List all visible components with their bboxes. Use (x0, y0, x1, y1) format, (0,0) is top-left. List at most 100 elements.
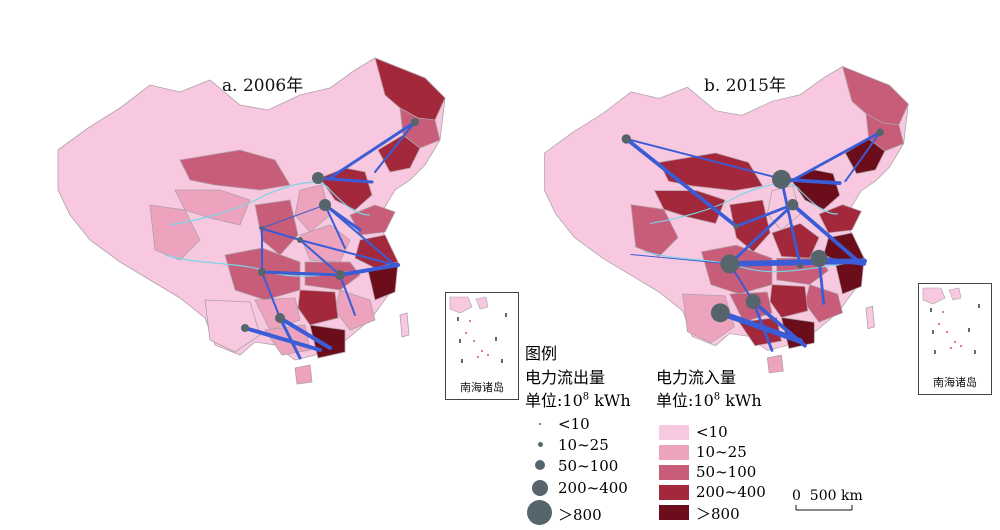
node (733, 223, 740, 230)
map-panel-2006: a. 2006年 (0, 0, 500, 400)
south-china-sea-inset-2006: 南海诸岛 (445, 292, 519, 400)
node (258, 268, 266, 276)
province-qinghai (149, 204, 201, 261)
scale-bar-line (795, 505, 853, 511)
inflow-swatch (659, 465, 689, 480)
inflow-class-label: <10 (696, 423, 728, 441)
flow-line (630, 254, 731, 265)
flow-line (278, 316, 332, 350)
province-inner-mongolia-west (179, 149, 291, 191)
outflow-symbol (539, 423, 541, 425)
flow-line (243, 326, 322, 352)
node (319, 199, 331, 211)
province-yunnan (204, 299, 261, 353)
inflow-swatch (659, 505, 689, 520)
province-shandong (349, 204, 396, 236)
province-shaanxi (254, 199, 299, 256)
outflow-symbol (532, 480, 548, 496)
flow-line (790, 202, 864, 266)
flow-line (789, 130, 882, 183)
flow-line (625, 137, 792, 183)
china-map-2015 (544, 65, 909, 374)
inflow-heading: 电力流入量 (656, 368, 737, 387)
node (720, 254, 740, 274)
province-hainan (766, 354, 784, 374)
scale-bar: 0 500 km (792, 488, 882, 512)
outflow-class-label: <10 (558, 415, 590, 433)
outflow-symbol (535, 460, 545, 470)
flow-line (324, 204, 396, 266)
node (787, 199, 799, 211)
node (297, 237, 303, 243)
inflow-class-label: 50~100 (696, 463, 757, 481)
yellow-river (169, 181, 371, 226)
node (275, 313, 285, 323)
province-inner-mongolia-west (658, 152, 764, 191)
inflow-class-label: 10~25 (696, 443, 747, 461)
flow-line (374, 121, 416, 173)
outflow-unit: 单位:108 kWh (525, 391, 631, 410)
flow-lines (243, 120, 417, 360)
map-panel-2015: b. 2015年 (490, 0, 960, 400)
inflow-unit: 单位:108 kWh (656, 391, 762, 410)
flow-line (779, 177, 842, 185)
node (411, 118, 419, 126)
inflow-swatch (659, 425, 689, 440)
node (797, 262, 804, 269)
flow-line (278, 316, 302, 360)
flow-line (261, 204, 326, 229)
inflow-class-label: ＞800 (696, 505, 740, 523)
flow-line (299, 239, 396, 266)
flow-line (717, 309, 804, 344)
flow-line (324, 204, 346, 249)
province-shaanxi (729, 199, 771, 253)
province-liaoning (377, 134, 421, 173)
outflow-nodes (241, 118, 419, 332)
inflow-class-label: 200~400 (696, 483, 766, 501)
node (710, 303, 730, 323)
node (876, 128, 884, 137)
china-map-2006 (57, 57, 446, 385)
node (772, 169, 791, 189)
flow-lines (624, 130, 882, 352)
outflow-symbol (538, 442, 543, 447)
inset-label: 南海诸岛 (933, 376, 977, 389)
flow-line (260, 270, 342, 277)
province-taiwan (399, 312, 410, 338)
node (260, 226, 264, 230)
province-hunan (769, 284, 809, 318)
south-china-sea-inset-2015: 南海诸岛 (918, 283, 992, 395)
scale-bar-label: 0 500 km (792, 488, 863, 504)
flow-line (751, 300, 774, 352)
flow-line (844, 131, 882, 183)
inflow-swatch (659, 485, 689, 500)
flow-line (316, 176, 374, 184)
legend-title: 图例 (525, 344, 558, 363)
flow-line (779, 177, 802, 268)
yangtze-river (644, 251, 865, 273)
yellow-river (649, 182, 838, 225)
flow-line (624, 137, 739, 229)
panel-title-2015: b. 2015年 (704, 76, 786, 96)
node (810, 249, 828, 267)
inset-label: 南海诸岛 (460, 381, 504, 394)
province-taiwan (865, 305, 875, 330)
node (621, 134, 631, 144)
flow-line (299, 239, 341, 276)
rivers (644, 182, 865, 273)
province-hunan (297, 289, 339, 326)
flow-line (338, 263, 400, 277)
flow-line (261, 271, 281, 319)
inflow-swatch (659, 445, 689, 460)
node (241, 324, 249, 332)
outflow-symbol (527, 500, 552, 525)
province-shanxi (294, 184, 331, 233)
flow-line (339, 274, 356, 316)
province-hainan (294, 364, 313, 385)
outflow-class-label: 50~100 (558, 457, 619, 475)
outflow-class-label: 200~400 (558, 479, 628, 497)
node (312, 172, 324, 184)
outflow-nodes (621, 128, 884, 323)
panel-title-2006: a. 2006年 (222, 76, 304, 96)
node (335, 270, 345, 280)
